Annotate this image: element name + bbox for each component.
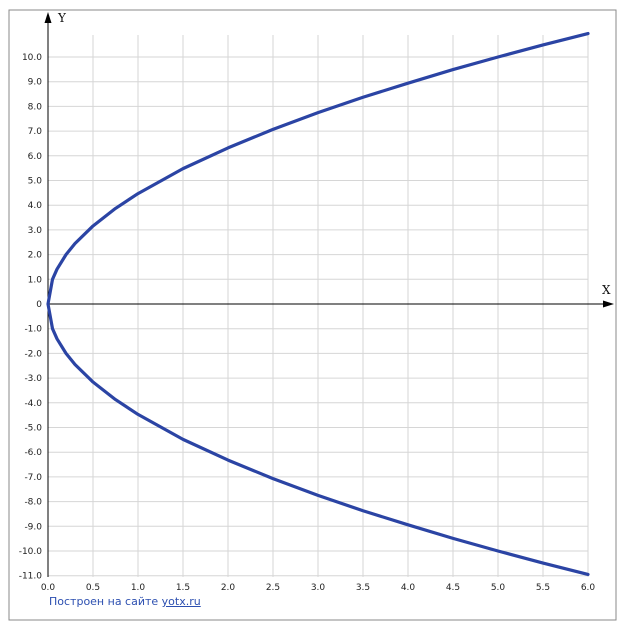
series-line	[46, 31, 590, 577]
x-tick-label: 2.5	[266, 583, 280, 593]
y-tick-label: -9.0	[24, 522, 42, 532]
y-tick-label: -2.0	[24, 349, 42, 359]
credit-text: Построен на сайте	[49, 595, 159, 608]
y-axis-arrow	[44, 12, 52, 23]
y-tick-label: 1.0	[28, 275, 43, 285]
y-tick-label: 6.0	[28, 152, 43, 162]
x-tick-label: 2.0	[221, 583, 236, 593]
x-tick-label: 4.5	[446, 583, 460, 593]
y-tick-label: -5.0	[24, 424, 42, 434]
x-tick-label: 1.0	[131, 583, 146, 593]
x-tick-label: 3.5	[356, 583, 370, 593]
grid	[48, 35, 589, 577]
y-tick-label: 3.0	[28, 226, 43, 236]
x-axis-arrow	[603, 300, 614, 308]
y-tick-label: -3.0	[24, 374, 42, 384]
y-tick-label: 7.0	[28, 127, 43, 137]
y-tick-label: 0	[36, 300, 42, 310]
x-tick-label: 0.5	[86, 583, 100, 593]
y-tick-label: -8.0	[24, 498, 42, 508]
credit-link[interactable]: yotx.ru	[161, 595, 201, 608]
y-tick-label: 5.0	[28, 177, 43, 187]
credit: Построен на сайте yotx.ru	[49, 595, 201, 608]
y-tick-label: 8.0	[28, 102, 43, 112]
x-axis-label: X	[602, 283, 611, 297]
y-tick-label: 10.0	[22, 53, 42, 63]
y-tick-label: -6.0	[24, 448, 42, 458]
x-tick-label: 5.0	[491, 583, 506, 593]
y-tick-label: 9.0	[28, 78, 43, 88]
x-tick-label: 6.0	[581, 583, 596, 593]
y-tick-label: 4.0	[28, 201, 43, 211]
chart-frame	[8, 9, 617, 621]
y-tick-label: 2.0	[28, 251, 43, 261]
curves	[46, 31, 590, 577]
x-tick-label: 3.0	[311, 583, 326, 593]
x-tick-label: 5.5	[536, 583, 550, 593]
y-tick-label: -7.0	[24, 473, 42, 483]
tick-labels: 0.0 0.5 1.0 1.5 2.0 2.5 3.0 3.5 4.0 4.5 5.0 5.5 6.0 1…	[19, 53, 596, 593]
y-tick-label: -1.0	[24, 325, 42, 335]
x-tick-label: 1.5	[176, 583, 190, 593]
y-tick-label: -10.0	[19, 547, 43, 557]
x-tick-label: 4.0	[401, 583, 416, 593]
y-tick-label: -11.0	[19, 572, 43, 582]
y-axis-label: Y	[57, 11, 67, 25]
x-tick-label: 0.0	[41, 583, 56, 593]
y-tick-label: -4.0	[24, 399, 42, 409]
